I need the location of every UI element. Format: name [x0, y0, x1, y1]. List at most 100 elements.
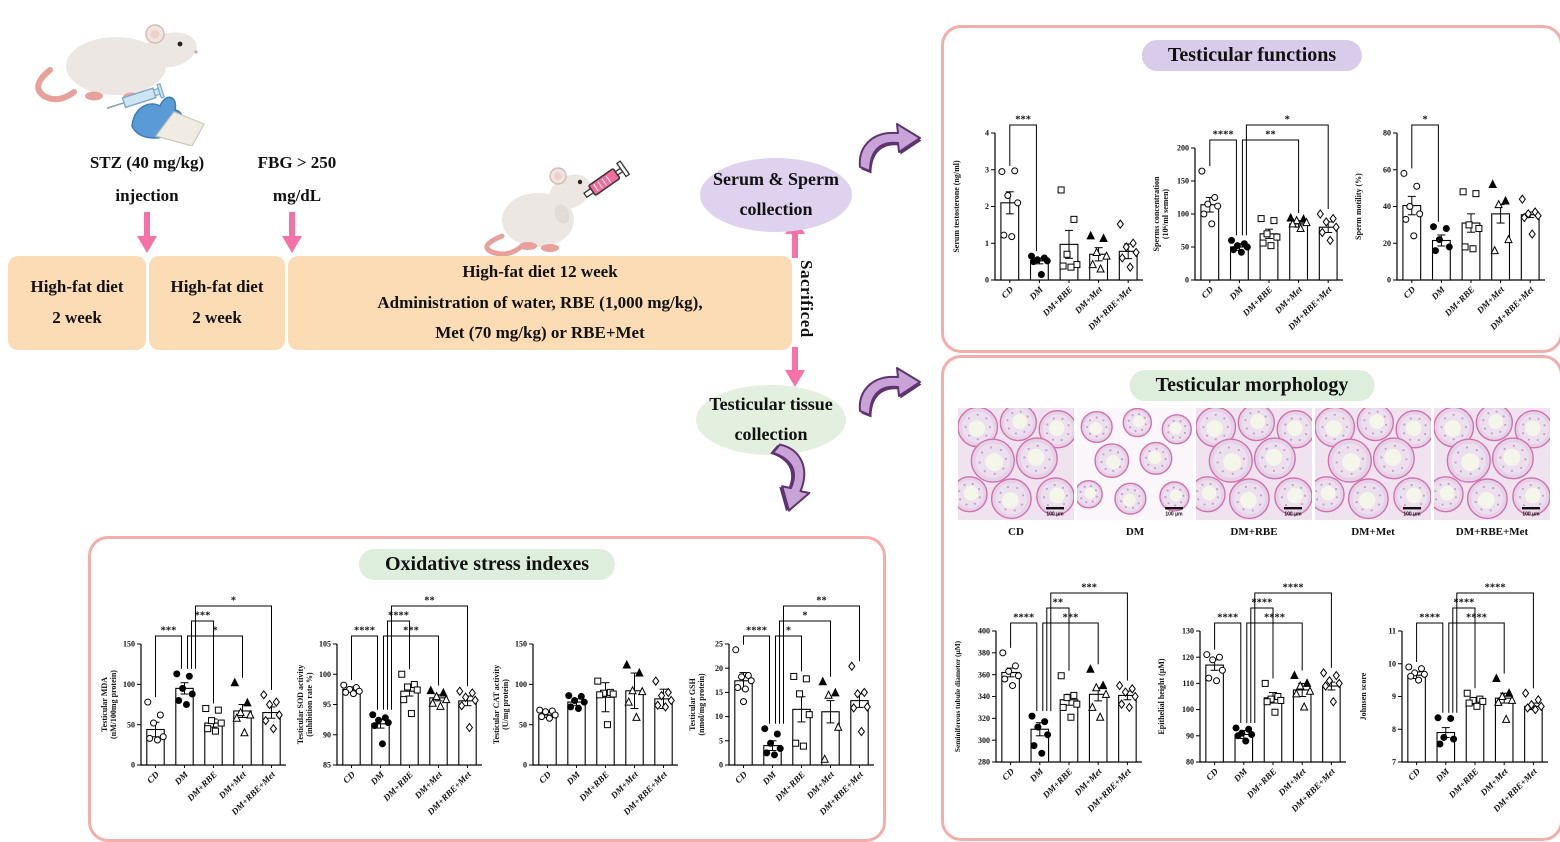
- x-category-label: DM: [368, 769, 387, 788]
- significance-bracket: [191, 620, 214, 704]
- y-tick-label: 11: [1388, 627, 1396, 636]
- scatter-point: [747, 677, 755, 685]
- oval-text: Testicular tissue: [709, 394, 833, 415]
- significance-bracket: [779, 620, 831, 724]
- y-tick-label: 60: [1383, 165, 1391, 174]
- scatter-point: [1292, 688, 1301, 698]
- scatter-point: [1028, 712, 1036, 720]
- scatter-point: [439, 687, 448, 697]
- scatter-point: [999, 649, 1007, 657]
- scatter-point: [744, 671, 752, 679]
- scatter-point: [792, 739, 800, 747]
- significance-stars: ***: [195, 611, 211, 622]
- scatter-point: [1001, 675, 1009, 683]
- histology-micrograph: 100 μm: [1427, 403, 1554, 520]
- curved-arrow-to-functions: [858, 123, 923, 175]
- significance-bracket: [1241, 139, 1300, 236]
- rat-foot: [541, 244, 559, 252]
- scatter-point: [468, 688, 476, 698]
- scatter-point: [1086, 230, 1096, 240]
- significance-bracket: [1411, 124, 1439, 222]
- scatter-point: [1257, 215, 1265, 223]
- scatter-point: [1116, 219, 1124, 229]
- down-arrow-icon: [785, 347, 805, 387]
- scatter-point: [1243, 243, 1251, 251]
- scatter-point: [1295, 680, 1305, 690]
- rat-body: [66, 37, 166, 95]
- scatter-point: [275, 710, 283, 720]
- y-tick-label: 90: [323, 730, 331, 739]
- scatter-point: [1259, 239, 1267, 247]
- scatter-point: [1329, 213, 1337, 224]
- stz-line: STZ (40 mg/kg): [89, 153, 205, 172]
- significance-bracket: [383, 635, 439, 710]
- x-category-label: CD: [1204, 766, 1220, 782]
- scatter-point: [1523, 703, 1532, 713]
- significance-stars: *: [802, 611, 807, 622]
- scatter-point: [536, 706, 544, 714]
- scatter-point: [1131, 691, 1139, 702]
- scatter-point: [153, 736, 161, 744]
- bar: [458, 700, 477, 766]
- fbg-line: FBG > 250: [257, 153, 337, 172]
- scatter-point: [146, 734, 154, 742]
- timeline-text: Administration of water, RBE (1,000 mg/k…: [377, 292, 703, 312]
- y-tick-label: 100: [1177, 210, 1189, 219]
- scatter-point: [1494, 199, 1503, 209]
- scatter-point: [272, 697, 280, 707]
- scatter-point: [831, 687, 840, 697]
- scatter-point: [465, 722, 474, 733]
- scatter-point: [657, 690, 666, 701]
- timeline-text: 2 week: [192, 308, 242, 327]
- x-category-label: DM+RBE: [1040, 284, 1074, 318]
- scatter-point: [1037, 270, 1045, 278]
- scatter-point: [740, 698, 747, 706]
- scatter-point: [790, 672, 798, 680]
- chart-epithelial-height: 80 90 100 110 120 130 CD DM DM+RBE DM+Met DM+RBE+M…: [1154, 570, 1352, 833]
- chart-sperm-concentration: 0 50 100 150 200 CD DM DM+RBE DM+Met DM+RBE+Met **…: [1149, 102, 1349, 351]
- scatter-point: [1501, 714, 1511, 723]
- significance-bracket: [1050, 592, 1128, 712]
- significance-bracket: [391, 605, 468, 710]
- x-category-label: DM+RBE: [577, 769, 611, 803]
- significance-bracket: [1254, 592, 1332, 723]
- scatter-point: [188, 690, 196, 698]
- y-tick-label: 400: [978, 627, 990, 636]
- bar: [1000, 202, 1020, 281]
- scatter-point: [159, 733, 167, 741]
- scatter-point: [538, 713, 546, 721]
- significance-stars: *: [1285, 115, 1290, 126]
- timeline-box-3: High-fat diet 12 week Administration of …: [288, 256, 792, 350]
- scatter-point: [1011, 662, 1019, 670]
- scatter-point: [1417, 665, 1425, 673]
- scatter-point: [1410, 232, 1418, 240]
- bar: [342, 688, 361, 766]
- scatter-point: [661, 702, 670, 712]
- scatter-point: [236, 707, 245, 717]
- scatter-point: [1463, 689, 1471, 697]
- timeline-text: High-fat diet 12 week: [462, 262, 618, 282]
- scatter-point: [773, 730, 781, 738]
- bar: [538, 714, 557, 766]
- scatter-point: [1095, 712, 1105, 721]
- x-category-label: CD: [999, 284, 1015, 300]
- significance-bracket: [1448, 622, 1505, 713]
- scatter-point: [1099, 233, 1108, 242]
- scatter-point: [471, 695, 479, 706]
- chart-testicular-mda: 0 50 100 150 CD DM DM+RBE DM+Met DM+RBE+Met *** **…: [97, 583, 292, 836]
- scatter-point: [1118, 253, 1126, 263]
- chart-testicular-gsh: 0 5 10 15 20 25 CD DM DM+RBE DM+Met DM+RBE+Met ****…: [685, 583, 880, 836]
- significance-bracket: [743, 635, 770, 724]
- scatter-point: [1044, 731, 1052, 739]
- y-axis-label: Testicular SOD activity: [296, 665, 305, 745]
- y-axis-label: Serum testosterone (ng/ml): [952, 160, 961, 253]
- scatter-point: [245, 709, 255, 719]
- y-tick-label: 0: [131, 761, 135, 770]
- scatter-point: [1263, 230, 1271, 238]
- x-category-label: DM: [1433, 766, 1452, 785]
- significance-bracket: [1009, 124, 1037, 252]
